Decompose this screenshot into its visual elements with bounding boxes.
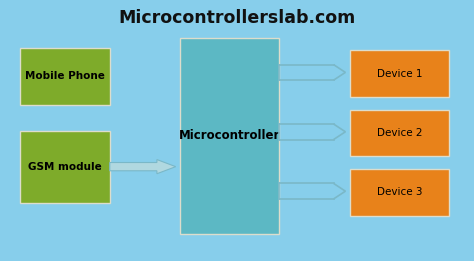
Text: Mobile Phone: Mobile Phone [25, 71, 105, 81]
Text: Device 2: Device 2 [377, 128, 422, 138]
FancyBboxPatch shape [20, 48, 110, 105]
FancyBboxPatch shape [350, 110, 449, 156]
FancyBboxPatch shape [20, 130, 110, 203]
Text: Microcontroller: Microcontroller [179, 129, 281, 142]
FancyArrow shape [110, 159, 176, 174]
FancyBboxPatch shape [181, 38, 279, 234]
Text: Device 1: Device 1 [377, 69, 422, 79]
Text: Device 3: Device 3 [377, 187, 422, 198]
FancyBboxPatch shape [350, 50, 449, 97]
Text: Microcontrollerslab.com: Microcontrollerslab.com [118, 9, 356, 27]
FancyBboxPatch shape [350, 169, 449, 216]
Text: GSM module: GSM module [28, 162, 102, 172]
